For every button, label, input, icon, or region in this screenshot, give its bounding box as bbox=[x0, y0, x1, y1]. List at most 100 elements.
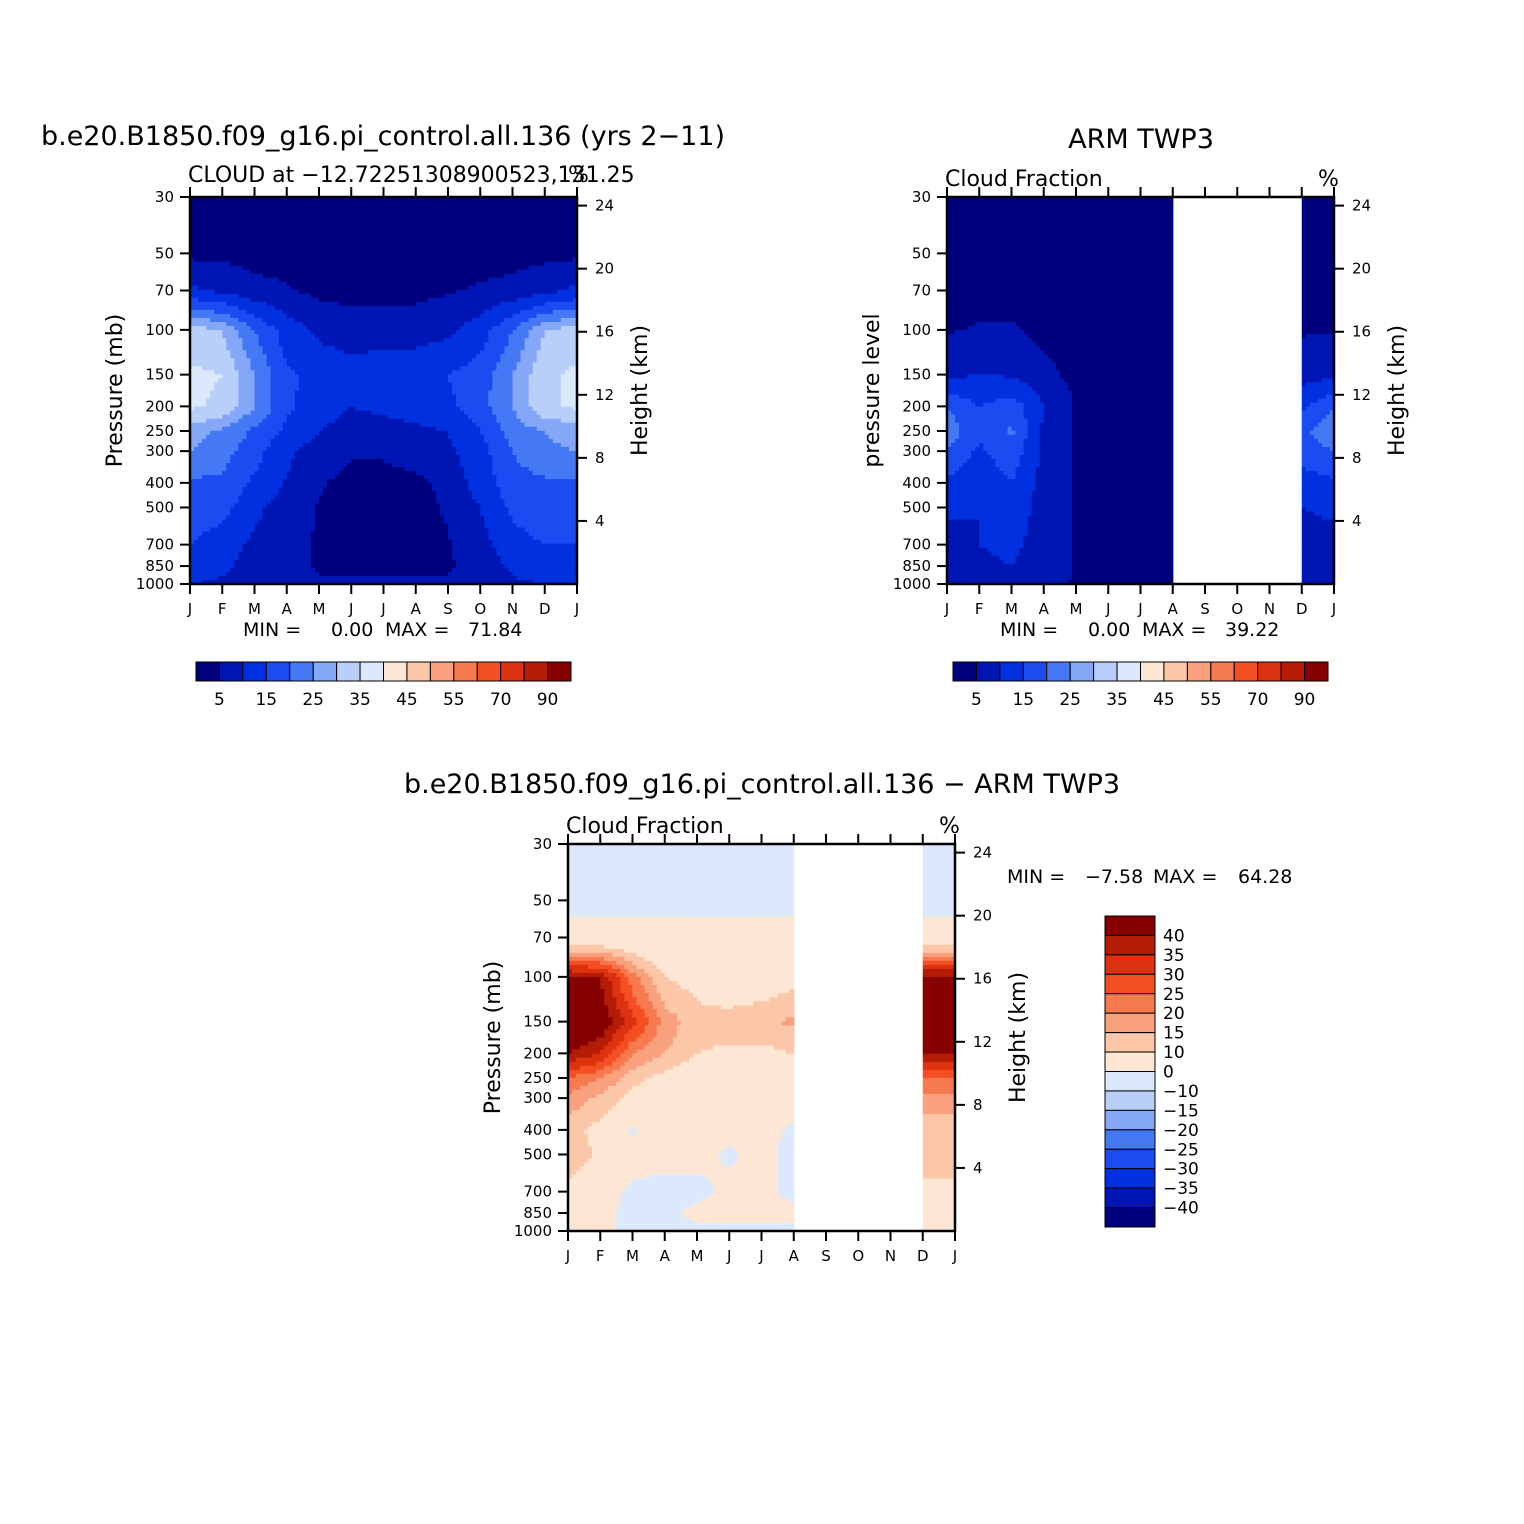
panel1-cell bbox=[198, 289, 203, 295]
panel1-cell bbox=[359, 346, 364, 351]
panel1-cell bbox=[230, 330, 235, 335]
panel1-cell bbox=[456, 370, 461, 375]
panel1-cell bbox=[238, 293, 244, 299]
panel1-cell bbox=[266, 370, 272, 375]
panel1-cell bbox=[363, 213, 368, 218]
panel1-cell bbox=[492, 382, 497, 388]
panel1-cell bbox=[190, 229, 195, 234]
panel1-cell bbox=[379, 209, 385, 214]
panel1-cell bbox=[560, 289, 566, 295]
panel1-cell bbox=[339, 273, 344, 279]
panel1-cell bbox=[472, 402, 477, 408]
panel1-cell bbox=[270, 297, 276, 303]
panel1-cell bbox=[560, 277, 566, 283]
panel1-cell bbox=[339, 402, 344, 408]
panel1-cell bbox=[234, 354, 239, 359]
panel1-cell bbox=[258, 398, 264, 404]
panel1-cell bbox=[423, 330, 429, 335]
panel1-cell bbox=[323, 354, 328, 359]
panel1-cell bbox=[371, 273, 377, 279]
panel1-cell bbox=[556, 201, 562, 206]
panel1-cell bbox=[415, 241, 421, 246]
panel1-cell bbox=[399, 285, 405, 291]
panel1-cell bbox=[238, 225, 244, 230]
panel1-cell bbox=[504, 241, 510, 246]
panel1-cell bbox=[198, 265, 203, 271]
panel1-cell bbox=[520, 217, 526, 222]
panel1-cell bbox=[355, 330, 360, 335]
panel1-cell bbox=[379, 261, 385, 267]
panel1-cell bbox=[464, 201, 469, 206]
panel1-cell bbox=[528, 297, 534, 303]
panel1-cell bbox=[383, 305, 389, 311]
panel1-cell bbox=[488, 362, 493, 367]
panel1-cell bbox=[439, 233, 445, 238]
panel1-cell bbox=[399, 289, 405, 295]
panel1-cell bbox=[286, 197, 292, 202]
panel1-cell bbox=[306, 197, 312, 202]
panel1-cell bbox=[194, 249, 199, 255]
panel1-cell bbox=[375, 342, 381, 347]
panel1-cell bbox=[286, 269, 292, 275]
panel1-cell bbox=[371, 229, 377, 234]
panel1-cell bbox=[343, 257, 348, 263]
panel1-cell bbox=[443, 305, 449, 311]
panel1-cell bbox=[548, 217, 554, 222]
panel1-cell bbox=[222, 289, 227, 295]
panel1-cell bbox=[456, 330, 461, 335]
panel1-cell bbox=[210, 382, 215, 388]
panel1-cell bbox=[355, 265, 360, 271]
panel1-cell bbox=[323, 398, 328, 404]
panel1-cell bbox=[492, 313, 497, 319]
panel1-cell bbox=[464, 281, 469, 287]
panel1-cell bbox=[314, 265, 320, 271]
panel1-cell bbox=[194, 293, 199, 299]
panel1-cell bbox=[427, 209, 433, 214]
panel1-cell bbox=[427, 225, 433, 230]
panel1-cell bbox=[306, 354, 312, 359]
panel1-cell bbox=[238, 366, 244, 371]
panel1-cell bbox=[552, 265, 558, 271]
panel1-cell bbox=[222, 370, 227, 375]
panel1-cell bbox=[198, 382, 203, 388]
panel1-cell bbox=[540, 301, 546, 307]
panel1-cell bbox=[520, 201, 526, 206]
panel1-cell bbox=[528, 293, 534, 299]
panel1-cell bbox=[560, 350, 566, 355]
panel1-cell bbox=[492, 305, 497, 311]
panel1-cell bbox=[548, 249, 554, 255]
panel1-cell bbox=[238, 390, 244, 396]
panel1-cell bbox=[512, 289, 518, 295]
panel1-cell bbox=[343, 297, 348, 303]
panel1-cell bbox=[528, 338, 534, 343]
panel1-cell bbox=[395, 273, 401, 279]
panel1-cell bbox=[323, 330, 328, 335]
panel1-cell bbox=[222, 277, 227, 283]
panel1-cell bbox=[423, 205, 429, 210]
panel1-cell bbox=[484, 221, 489, 226]
panel1-cell bbox=[548, 245, 554, 251]
panel1-cell bbox=[568, 261, 574, 267]
panel1-cell bbox=[532, 370, 538, 375]
panel1-cell bbox=[399, 221, 405, 226]
panel1-cell bbox=[500, 297, 506, 303]
panel1-cell bbox=[476, 362, 481, 367]
panel1-cell bbox=[419, 225, 425, 230]
panel1-cell bbox=[468, 378, 473, 384]
panel1-cell bbox=[552, 209, 558, 214]
panel1-cell bbox=[484, 297, 489, 303]
panel1-cell bbox=[520, 350, 526, 355]
panel1-cell bbox=[222, 209, 227, 214]
panel1-cell bbox=[294, 281, 300, 287]
panel1-cell bbox=[419, 197, 425, 202]
panel1-cell bbox=[363, 386, 368, 392]
panel1-cell bbox=[242, 346, 248, 351]
panel1-cell bbox=[411, 301, 417, 307]
panel1-cell bbox=[379, 265, 385, 271]
panel1-cell bbox=[242, 358, 248, 363]
panel1-cell bbox=[214, 326, 219, 331]
panel1-cell bbox=[323, 217, 328, 222]
panel1-cell bbox=[532, 338, 538, 343]
panel1-cell bbox=[250, 229, 256, 234]
panel1-cell bbox=[492, 366, 497, 371]
